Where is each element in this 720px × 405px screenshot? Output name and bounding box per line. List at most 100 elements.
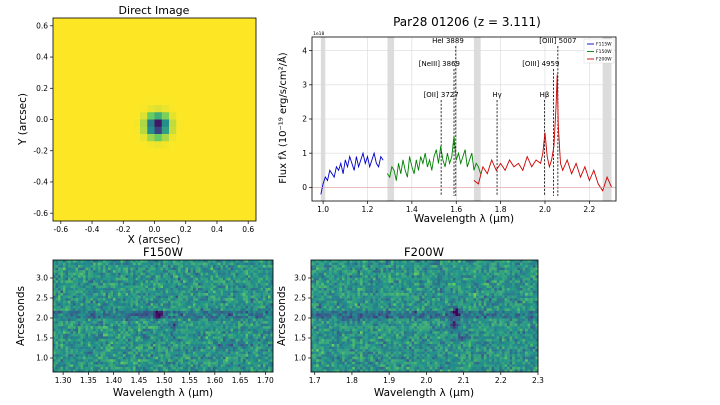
direct-image-pixel	[219, 105, 228, 113]
f150w-pixel	[140, 336, 144, 340]
f150w-pixel	[225, 288, 229, 291]
f150w-pixel	[85, 344, 89, 347]
f150w-pixel	[225, 338, 229, 342]
f200w-pixel	[367, 260, 371, 263]
f150w-pixel	[78, 308, 81, 312]
f150w-pixel	[218, 305, 221, 309]
direct-image-pixel	[176, 155, 184, 164]
f150w-pixel	[180, 346, 184, 350]
f150w-pixel	[160, 298, 164, 301]
f150w-pixel	[55, 285, 59, 289]
f150w-pixel	[110, 349, 114, 352]
f150w-pixel	[225, 318, 229, 322]
direct-image-pixel	[89, 148, 97, 157]
f150w-pixel	[148, 260, 151, 263]
f150w-pixel	[130, 354, 134, 357]
f150w-pixel	[105, 270, 109, 273]
f150w-pixel	[193, 267, 196, 271]
f150w-pixel	[195, 300, 199, 304]
f150w-pixel	[258, 300, 261, 304]
f150w-pixel	[225, 295, 229, 299]
direct-image-pixel	[241, 61, 250, 70]
f200w-panel: F200W 1.7 1.8 1.9 2.0 2.1 2.2 2.3 3.02.52.01.5…	[276, 245, 544, 399]
f150w-pixel	[88, 288, 91, 291]
f150w-pixel	[190, 285, 194, 289]
f150w-pixel	[185, 328, 189, 332]
f150w-pixel	[178, 260, 181, 263]
f150w-pixel	[173, 359, 176, 363]
f150w-heatmap	[53, 260, 274, 373]
f150w-pixel	[215, 293, 219, 296]
direct-image-pixel	[96, 213, 105, 222]
f200w-pixel	[432, 260, 436, 263]
f150w-pixel	[178, 338, 181, 342]
f150w-pixel	[250, 354, 254, 357]
direct-image-pixel	[89, 97, 97, 106]
f150w-pixel	[210, 369, 214, 373]
f150w-pixel	[143, 344, 146, 347]
f150w-pixel	[210, 338, 214, 342]
f150w-pixel	[185, 285, 189, 289]
f150w-pixel	[53, 359, 56, 363]
f150w-pixel	[110, 262, 114, 266]
f150w-pixel	[200, 275, 204, 279]
f150w-pixel	[195, 349, 199, 352]
f150w-pixel	[145, 336, 149, 340]
f150w-pixel	[138, 270, 141, 273]
direct-image-pixel	[140, 54, 148, 62]
direct-image-pixel	[219, 177, 228, 186]
f150w-pixel	[253, 272, 256, 276]
f150w-pixel	[133, 331, 136, 335]
f150w-pixel	[55, 305, 59, 309]
f150w-pixel	[63, 308, 66, 312]
direct-image-pixel	[67, 155, 76, 164]
f150w-pixel	[83, 280, 86, 284]
f150w-pixel	[205, 303, 209, 307]
f150w-pixel	[258, 328, 261, 332]
f150w-pixel	[143, 275, 146, 279]
f150w-pixel	[248, 277, 251, 281]
f150w-pixel	[180, 295, 184, 299]
f150w-pixel	[245, 280, 249, 284]
f150w-pixel	[113, 359, 116, 363]
f150w-pixel	[220, 336, 224, 340]
f150w-pixel	[238, 267, 241, 271]
f200w-pixel	[372, 260, 376, 263]
f150w-pixel	[195, 356, 199, 360]
f150w-pixel	[253, 318, 256, 322]
spectrum-point-f150w	[438, 163, 439, 164]
f150w-pixel	[250, 285, 254, 289]
f150w-pixel	[270, 285, 274, 289]
spectrum-point-f200w	[513, 166, 515, 168]
f150w-pixel	[115, 260, 119, 263]
f150w-pixel	[155, 285, 159, 289]
direct-image-pixel	[205, 112, 213, 120]
f150w-pixel	[260, 290, 264, 294]
f150w-pixel	[225, 270, 229, 273]
f150w-pixel	[168, 366, 171, 370]
f150w-pixel	[270, 290, 274, 294]
f150w-pixel	[110, 331, 114, 335]
f150w-pixel	[208, 333, 211, 337]
f150w-pixel	[165, 316, 169, 319]
f150w-pixel	[140, 323, 144, 327]
f150w-pixel	[130, 282, 134, 286]
f150w-pixel	[178, 303, 181, 307]
f150w-pixel	[190, 260, 194, 263]
f150w-pixel	[130, 316, 134, 319]
f150w-pixel	[215, 331, 219, 335]
f150w-pixel	[168, 285, 171, 289]
f150w-pixel	[210, 349, 214, 352]
f150w-pixel	[140, 313, 144, 317]
f150w-pixel	[238, 308, 241, 312]
f150w-pixel	[98, 272, 101, 276]
f150w-pixel	[98, 310, 101, 314]
f150w-pixel	[208, 280, 211, 284]
f150w-pixel	[108, 366, 111, 370]
f150w-pixel	[83, 318, 86, 322]
f150w-pixel	[128, 280, 131, 284]
f150w-pixel	[65, 260, 69, 263]
direct-image-pixel	[241, 25, 250, 33]
f150w-pixel	[98, 267, 101, 271]
f150w-pixel	[100, 338, 104, 342]
